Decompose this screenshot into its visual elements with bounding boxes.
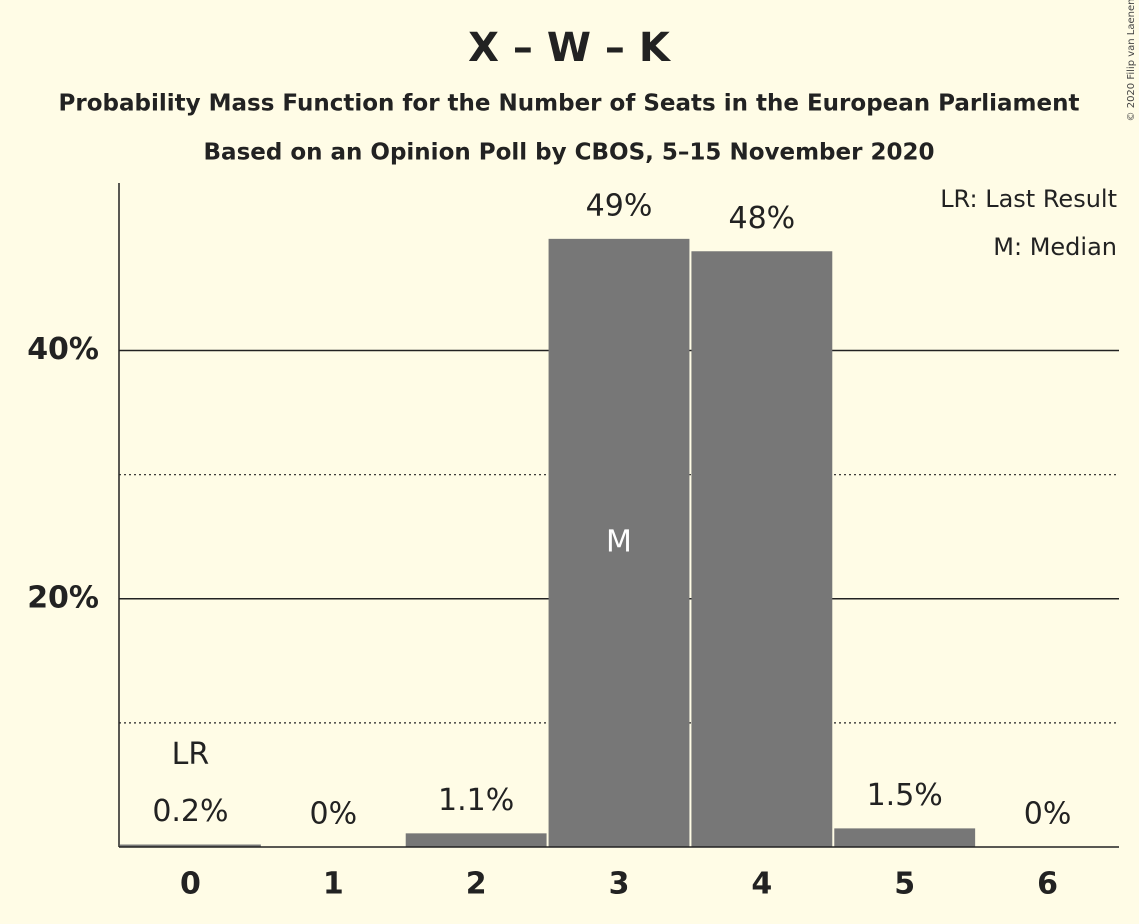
bar xyxy=(691,251,833,847)
value-label: 49% xyxy=(586,188,653,223)
x-tick-label: 3 xyxy=(609,867,630,902)
value-label: 0% xyxy=(309,797,357,832)
value-label: 1.5% xyxy=(867,778,943,813)
last-result-label: LR xyxy=(172,737,210,772)
copyright: © 2020 Filip van Laenen xyxy=(1126,0,1137,121)
median-label: M xyxy=(606,524,632,559)
bar xyxy=(120,844,261,847)
x-tick-label: 1 xyxy=(323,867,344,902)
y-tick-label: 40% xyxy=(27,332,99,367)
x-tick-label: 0 xyxy=(180,867,201,902)
x-tick-label: 2 xyxy=(466,867,487,902)
legend-entry: LR: Last Result xyxy=(940,185,1117,213)
bar xyxy=(548,238,690,847)
plot xyxy=(120,238,976,847)
legend-entry: M: Median xyxy=(993,233,1117,261)
value-label: 0% xyxy=(1024,797,1072,832)
value-label: 1.1% xyxy=(438,783,514,818)
value-label: 0.2% xyxy=(152,794,228,829)
chart-title: X – W – K xyxy=(468,25,672,71)
y-tick-label: 20% xyxy=(27,580,99,615)
value-label: 48% xyxy=(729,201,796,236)
bar xyxy=(834,828,976,847)
chart-subtitle: Based on an Opinion Poll by CBOS, 5–15 N… xyxy=(204,140,935,166)
x-tick-label: 5 xyxy=(894,867,915,902)
bar xyxy=(405,833,547,847)
x-tick-label: 4 xyxy=(751,867,772,902)
chart-subtitle: Probability Mass Function for the Number… xyxy=(59,91,1080,117)
x-tick-label: 6 xyxy=(1037,867,1058,902)
